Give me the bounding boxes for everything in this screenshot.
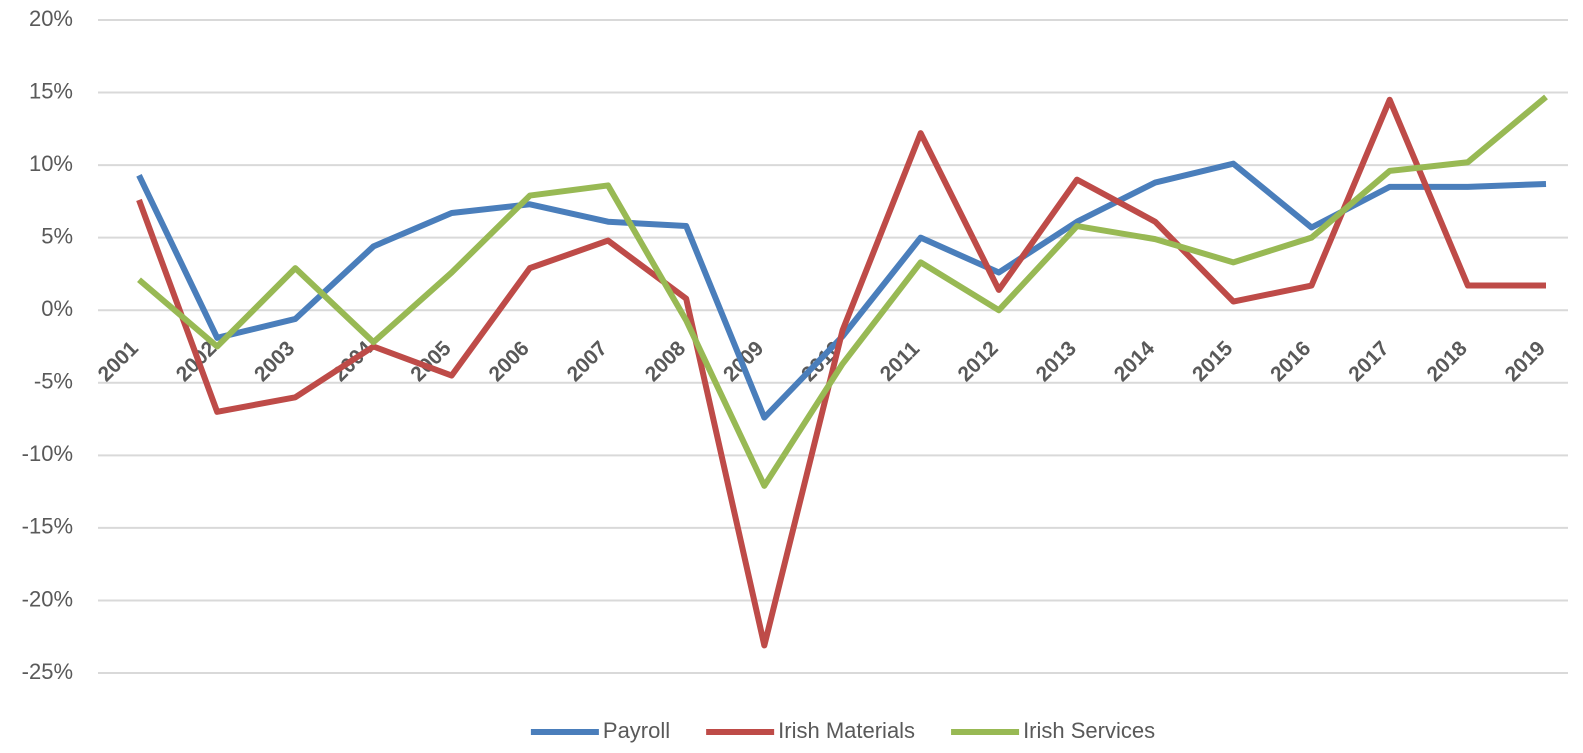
x-tick-label: 2011 [876, 337, 925, 386]
x-tick-label: 2001 [94, 337, 144, 387]
y-tick-label: 5% [41, 223, 73, 248]
y-tick-label: -15% [22, 514, 73, 539]
series-line [136, 96, 1546, 649]
y-tick-label: 15% [29, 78, 73, 103]
legend-label: Irish Materials [778, 718, 915, 743]
y-tick-label: 0% [41, 296, 73, 321]
x-tick-label: 2014 [1110, 337, 1160, 387]
legend-label: Payroll [603, 718, 670, 743]
y-tick-label: -25% [22, 659, 73, 684]
x-tick-label: 2008 [641, 337, 691, 387]
y-tick-label: 20% [29, 6, 73, 31]
x-tick-label: 2007 [563, 337, 612, 386]
x-tick-label: 2003 [250, 337, 299, 386]
y-tick-label: -20% [22, 586, 73, 611]
y-tick-label: -10% [22, 441, 73, 466]
x-tick-label: 2013 [1032, 337, 1081, 386]
series-line [137, 94, 1548, 489]
legend-label: Irish Services [1023, 718, 1155, 743]
x-tick-label: 2017 [1344, 337, 1393, 386]
x-tick-label: 2019 [1501, 337, 1550, 386]
x-tick-label: 2006 [485, 337, 534, 386]
y-tick-label: -5% [34, 369, 73, 394]
x-tick-label: 2016 [1266, 337, 1315, 386]
x-tick-label: 2015 [1188, 337, 1238, 387]
y-tick-label: 10% [29, 151, 73, 176]
x-tick-label: 2012 [954, 337, 1003, 386]
x-tick-label: 2018 [1423, 337, 1473, 387]
legend: Payroll Irish Materials Irish Services [530, 718, 1155, 743]
